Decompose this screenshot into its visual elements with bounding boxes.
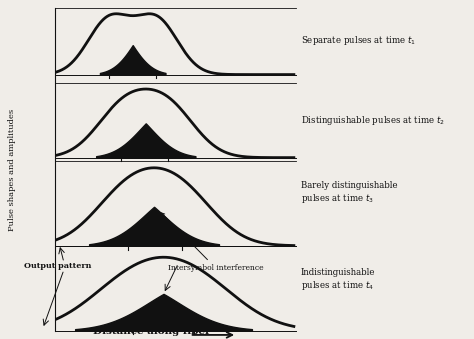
Text: Output pattern: Output pattern: [24, 262, 91, 270]
Text: Intersymbol interference: Intersymbol interference: [162, 213, 264, 273]
Text: Barely distinguishable
pulses at time $t_3$: Barely distinguishable pulses at time $t…: [301, 181, 398, 205]
Text: Distinguishable pulses at time $t_2$: Distinguishable pulses at time $t_2$: [301, 114, 445, 127]
Text: Pulse shapes and amplitudes: Pulse shapes and amplitudes: [8, 108, 16, 231]
Text: Distance along fiber: Distance along fiber: [93, 326, 210, 336]
Text: Separate pulses at time $t_1$: Separate pulses at time $t_1$: [301, 34, 416, 47]
Text: Indistinguishable
pulses at time $t_4$: Indistinguishable pulses at time $t_4$: [301, 268, 375, 292]
